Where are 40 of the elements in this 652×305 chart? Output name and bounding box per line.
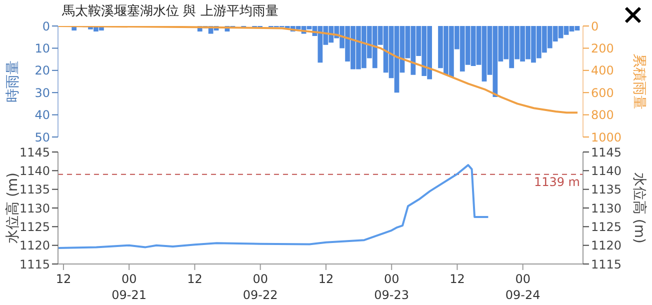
y2-tick-label: 600 bbox=[591, 86, 614, 100]
y-tick-label: 1120 bbox=[19, 238, 50, 253]
y2-tick-label: 1120 bbox=[591, 238, 622, 253]
y-axis-title: 水位高 (m) bbox=[4, 172, 21, 244]
y2-tick-label: 1115 bbox=[591, 257, 622, 272]
ref-line-label: 1139 m bbox=[534, 174, 580, 189]
x-tick-label: 12 bbox=[187, 272, 202, 286]
y2-tick-label: 1000 bbox=[591, 130, 622, 144]
x-tick-label: 12 bbox=[56, 272, 72, 286]
y-tick-label: 1135 bbox=[19, 182, 50, 197]
y-tick-label: 0 bbox=[42, 19, 50, 34]
x-tick-label: 00 09-23 bbox=[374, 272, 410, 302]
y2-tick-label: 1140 bbox=[591, 164, 622, 178]
y-axis-title: 時雨量 bbox=[4, 60, 21, 102]
y-tick-label: 40 bbox=[34, 108, 50, 122]
y-tick-label: 20 bbox=[34, 64, 50, 78]
y-tick-label: 1140 bbox=[19, 164, 50, 178]
y2-tick-label: 1130 bbox=[591, 201, 622, 216]
y-tick-label: 10 bbox=[34, 41, 50, 56]
y2-tick-label: 0 bbox=[591, 19, 599, 34]
x-tick-label: 12 bbox=[450, 272, 465, 286]
y2-tick-label: 200 bbox=[591, 41, 614, 56]
chart-title: 馬太鞍溪堰塞湖水位 與 上游平均雨量 bbox=[62, 3, 278, 20]
x-tick-label: 00 09-22 bbox=[242, 272, 278, 302]
y2-axis-title: 累積雨量 bbox=[631, 54, 648, 110]
y-tick-label: 1125 bbox=[19, 220, 50, 234]
y2-tick-label: 1145 bbox=[591, 145, 622, 160]
y2-tick-label: 800 bbox=[591, 108, 614, 122]
y-tick-label: 50 bbox=[34, 130, 50, 144]
y2-tick-label: 1125 bbox=[591, 220, 622, 234]
y2-axis-title: 水位高 (m) bbox=[631, 172, 648, 244]
x-tick-label: 12 bbox=[318, 272, 334, 286]
x-tick-label: 00 09-24 bbox=[505, 272, 540, 302]
y2-tick-label: 400 bbox=[591, 64, 614, 78]
y-tick-label: 1145 bbox=[19, 145, 50, 160]
y2-tick-label: 1135 bbox=[591, 182, 622, 197]
y-tick-label: 30 bbox=[34, 86, 50, 100]
y-tick-label: 1130 bbox=[19, 201, 50, 216]
x-tick-label: 00 09-21 bbox=[112, 272, 147, 302]
y-tick-label: 1115 bbox=[19, 257, 50, 272]
